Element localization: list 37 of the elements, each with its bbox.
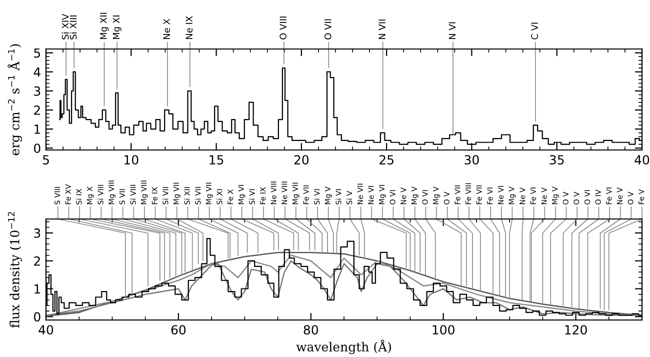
y-tick-label: 2 — [34, 256, 40, 266]
x-tick-label: 120 — [565, 325, 587, 335]
annotation: O VII — [324, 19, 332, 40]
annotation: Mg XI — [112, 16, 122, 40]
y-tick-label: 5 — [34, 48, 40, 58]
x-tick-label: 60 — [171, 325, 186, 335]
y-tick-label: 2 — [34, 105, 40, 115]
x-tick-label: 10 — [124, 155, 138, 165]
y-tick-label: 4 — [34, 68, 40, 77]
annotation: Si XIII — [70, 16, 77, 40]
y-tick-label: 0 — [34, 144, 40, 154]
x-tick-label: 35 — [550, 155, 564, 165]
y-tick-label: 3 — [34, 86, 40, 96]
x-tick-label: 15 — [210, 155, 224, 165]
y-axis-title: flux density (10$^{−12}$ — [8, 212, 22, 328]
annotation: Mg XII — [100, 12, 109, 40]
annotation: N VI — [448, 22, 456, 40]
y-tick-label: 1 — [34, 284, 40, 294]
x-tick-label: 40 — [634, 155, 650, 165]
x-axis-title: wavelength (Å) — [296, 340, 391, 354]
x-tick-label: 20 — [294, 155, 309, 165]
y-tick-label: 0 — [34, 312, 40, 322]
y-axis-title: erg cm$^{−2}$ s$^{−1}$ Å$^{−1}$) — [8, 44, 22, 156]
x-tick-label: 25 — [380, 155, 394, 165]
annotation: N VII — [378, 20, 386, 40]
annotation: O VIII — [280, 16, 287, 40]
annotation: Ne IX — [186, 16, 193, 40]
x-tick-label: 30 — [464, 155, 479, 165]
x-tick-label: 5 — [42, 155, 49, 165]
annotation: Ne X — [163, 18, 170, 40]
y-tick-label: 3 — [34, 228, 40, 238]
annotation: Si XIV — [62, 14, 69, 40]
x-tick-label: 80 — [304, 325, 318, 335]
x-tick-label: 100 — [432, 325, 454, 335]
y-tick-label: 1 — [34, 124, 40, 134]
x-tick-label: 40 — [38, 325, 54, 335]
annotation: C VI — [531, 22, 538, 40]
